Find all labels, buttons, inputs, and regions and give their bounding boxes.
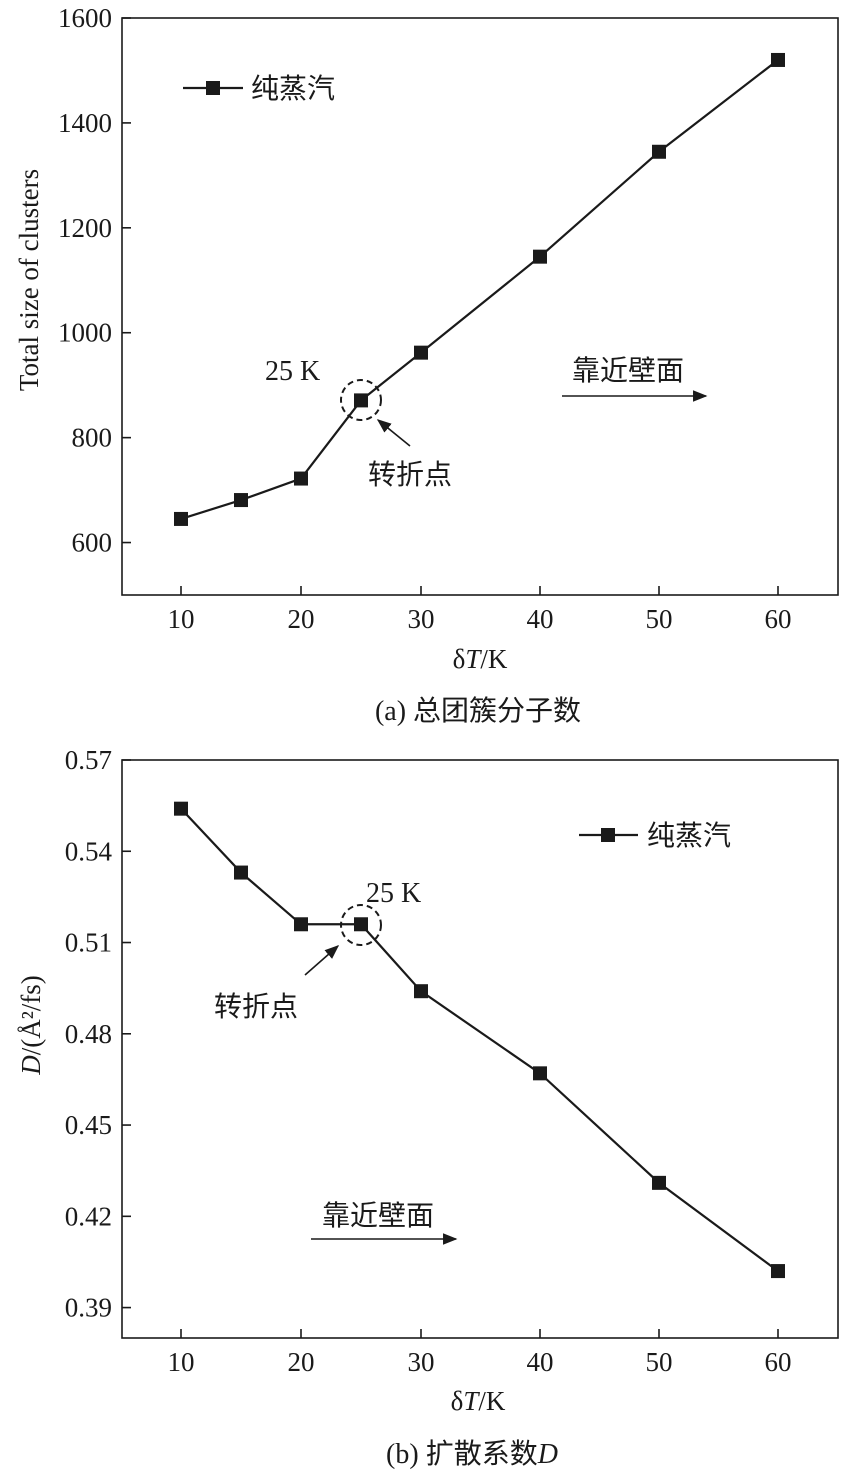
chart-b-y-tick-label: 0.48 xyxy=(65,1019,112,1049)
chart-b-legend: 纯蒸汽 xyxy=(579,820,731,852)
chart-a-plot-frame xyxy=(121,17,839,596)
chart-a-arrow-label: 靠近壁面 xyxy=(572,355,684,387)
chart-a-y-tick-label: 1400 xyxy=(58,108,112,138)
chart-a-y-tick-label: 800 xyxy=(72,423,113,453)
chart-a-turn-arrow xyxy=(376,419,411,447)
chart-a-y-tick-label: 600 xyxy=(72,528,113,558)
chart-a-x-tick-label: 10 xyxy=(168,604,195,634)
chart-a-x-tick-label: 40 xyxy=(527,604,554,634)
chart-b-y-tick-label: 0.45 xyxy=(65,1110,112,1140)
chart-b-x-tick-label: 30 xyxy=(408,1347,435,1377)
chart-b-x-tick-label: 10 xyxy=(168,1347,195,1377)
chart-b-y-ticks: 0.39 0.42 0.45 0.48 0.51 0.54 0.57 xyxy=(65,745,131,1323)
chart-b-x-tick-label: 40 xyxy=(527,1347,554,1377)
chart-a-caption: (a) 总团簇分子数 xyxy=(375,695,581,727)
chart-b-data-point xyxy=(652,1175,666,1190)
chart-b-x-tick-label: 60 xyxy=(765,1347,792,1377)
chart-a-data-point xyxy=(354,393,368,408)
chart-a-x-tick-label: 50 xyxy=(646,604,673,634)
chart-a-y-axis-label: Total size of clusters xyxy=(14,169,44,391)
chart-a-x-axis-label: δT/K xyxy=(453,644,508,674)
chart-a-x-tick-label: 30 xyxy=(408,604,435,634)
chart-b-legend-marker xyxy=(601,828,615,842)
chart-b-data-point xyxy=(533,1066,547,1081)
chart-b-y-tick-label: 0.39 xyxy=(65,1293,112,1323)
chart-a-x-ticks: 10 20 30 40 50 60 xyxy=(168,586,792,634)
chart-b-data-point xyxy=(354,917,368,932)
chart-b-series-line xyxy=(180,807,779,1272)
chart-b-data-point xyxy=(414,984,428,999)
chart-b-data-point xyxy=(174,801,188,816)
chart-a-data-point xyxy=(533,249,547,264)
chart-b-turn-label: 转折点 xyxy=(214,991,298,1023)
chart-a-data-point xyxy=(771,52,785,67)
chart-b-data-point xyxy=(294,917,308,932)
chart-a-legend-label: 纯蒸汽 xyxy=(251,73,335,105)
chart-a-data-point xyxy=(234,493,248,508)
chart-a-y-tick-label: 1000 xyxy=(58,318,112,348)
chart-a-data-point xyxy=(174,511,188,526)
chart-b-x-tick-label: 50 xyxy=(646,1347,673,1377)
chart-a-y-ticks: 600 800 1000 1200 1400 1600 xyxy=(58,3,131,558)
chart-b: 0.39 0.42 0.45 0.48 0.51 0.54 0.57 10 20 30 40 50 6… xyxy=(16,745,839,1470)
chart-b-plot-frame xyxy=(121,759,839,1339)
chart-a-y-tick-label: 1600 xyxy=(58,3,112,33)
chart-a-x-tick-label: 60 xyxy=(765,604,792,634)
chart-b-y-tick-label: 0.57 xyxy=(65,745,112,775)
chart-b-caption: (b) 扩散系数D xyxy=(386,1438,558,1470)
chart-b-data-point xyxy=(234,865,248,880)
chart-a-data-point xyxy=(414,345,428,360)
chart-a-y-tick-label: 1200 xyxy=(58,213,112,243)
chart-a-legend: 纯蒸汽 xyxy=(183,73,335,105)
chart-b-arrow-label: 靠近壁面 xyxy=(322,1200,434,1232)
chart-b-point-label: 25 K xyxy=(366,878,421,909)
chart-b-points xyxy=(174,801,785,1279)
chart-a-turn-circle xyxy=(340,379,382,421)
chart-b-y-tick-label: 0.51 xyxy=(65,928,112,958)
chart-a-data-point xyxy=(652,144,666,159)
chart-b-turn-arrow xyxy=(304,945,340,976)
chart-a-series-line xyxy=(180,59,779,520)
chart-b-y-tick-label: 0.42 xyxy=(65,1201,112,1231)
chart-b-y-tick-label: 0.54 xyxy=(65,836,113,866)
chart-b-x-axis-label: δT/K xyxy=(451,1386,506,1416)
chart-b-x-ticks: 10 20 30 40 50 60 xyxy=(168,1329,792,1377)
chart-a-data-point xyxy=(294,471,308,486)
chart-b-turn-circle xyxy=(340,904,382,946)
chart-a-x-tick-label: 20 xyxy=(288,604,315,634)
chart-b-legend-label: 纯蒸汽 xyxy=(647,820,731,852)
chart-b-data-point xyxy=(771,1264,785,1279)
chart-a-points xyxy=(174,52,785,526)
chart-a-legend-marker xyxy=(206,81,220,95)
chart-b-x-tick-label: 20 xyxy=(288,1347,315,1377)
chart-a-turn-label: 转折点 xyxy=(368,459,452,491)
chart-a-point-label: 25 K xyxy=(265,356,320,387)
chart-b-y-axis-label: D/(Å²/fs) xyxy=(16,975,46,1076)
